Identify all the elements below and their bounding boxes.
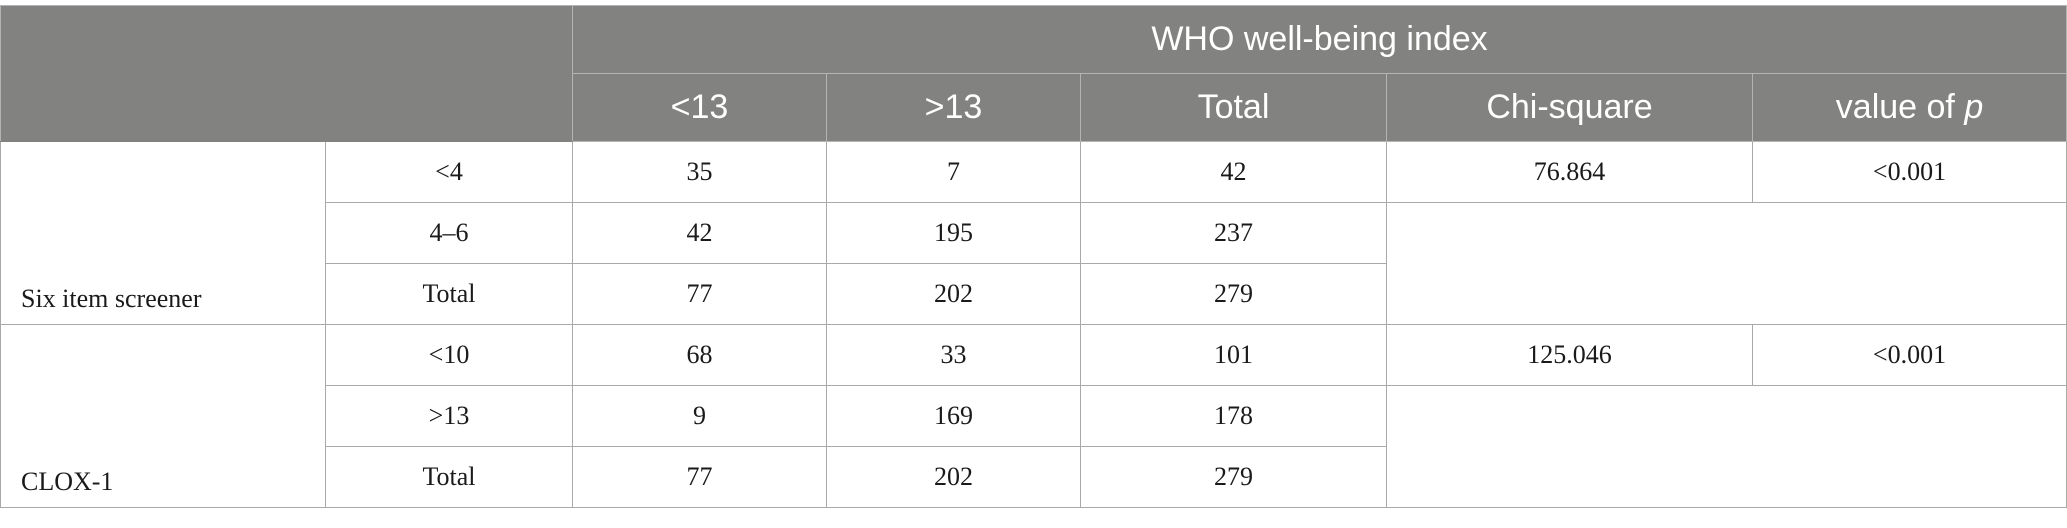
cell-total: 237 [1080,202,1387,264]
row-category: >13 [325,385,573,447]
table-row: Total 77 202 279 [1,446,2067,508]
cell-lt13: 9 [572,385,827,447]
cell-total: 279 [1080,446,1387,508]
cell-chi-square: 125.046 [1386,324,1753,386]
cell-lt13: 35 [572,141,827,203]
cell-p-value: <0.001 [1751,324,2067,386]
row-category: Total [325,446,573,508]
cell-gt13: 195 [826,202,1081,264]
table-row: Total 77 202 279 [1,263,2067,325]
cell-gt13: 33 [826,324,1081,386]
results-table: WHO well-being index <13 >13 Total Chi-s… [0,5,2067,508]
p-value-header-prefix: value of [1835,88,1965,126]
table-row: Six item screener <4 35 7 42 76.864 <0.0… [0,141,2067,325]
group-label-clox-1: CLOX-1 [0,324,326,508]
header-row-group: WHO well-being index [0,5,2067,142]
column-header-p-value: value of p [1751,73,2067,142]
table-row: CLOX-1 <10 68 33 101 125.046 <0.001 [0,324,2067,508]
table-header: WHO well-being index <13 >13 Total Chi-s… [0,5,2067,142]
row-category: <10 [325,324,573,386]
cell-gt13: 7 [826,141,1081,203]
cell-p-value: <0.001 [1751,141,2067,203]
cell-lt13: 68 [572,324,827,386]
column-header-gt13: >13 [826,73,1081,142]
group-label-six-item-screener: Six item screener [0,141,326,325]
column-header-total: Total [1080,73,1387,142]
row-category: <4 [325,141,573,203]
cell-total: 279 [1080,263,1387,325]
row-category: 4–6 [325,202,573,264]
cell-gt13: 169 [826,385,1081,447]
cell-total: 178 [1080,385,1387,447]
cell-total: 42 [1080,141,1387,203]
column-header-lt13: <13 [572,73,827,142]
empty-stat-cell [1385,202,2067,325]
cell-lt13: 77 [572,446,827,508]
cell-gt13: 202 [826,446,1081,508]
empty-stat-cell [1385,385,2067,508]
cell-chi-square: 76.864 [1386,141,1753,203]
header-blank-cell [0,5,573,142]
header-group-title: WHO well-being index [571,5,2067,74]
cell-lt13: 77 [572,263,827,325]
cell-total: 101 [1080,324,1387,386]
cell-lt13: 42 [572,202,827,264]
table-body: Six item screener <4 35 7 42 76.864 <0.0… [0,141,2067,508]
column-header-chi-square: Chi-square [1386,73,1753,142]
row-category: Total [325,263,573,325]
cell-gt13: 202 [826,263,1081,325]
p-value-header-symbol: p [1964,88,1984,126]
header-row-columns: <13 >13 Total Chi-square value of p [1,73,2067,142]
